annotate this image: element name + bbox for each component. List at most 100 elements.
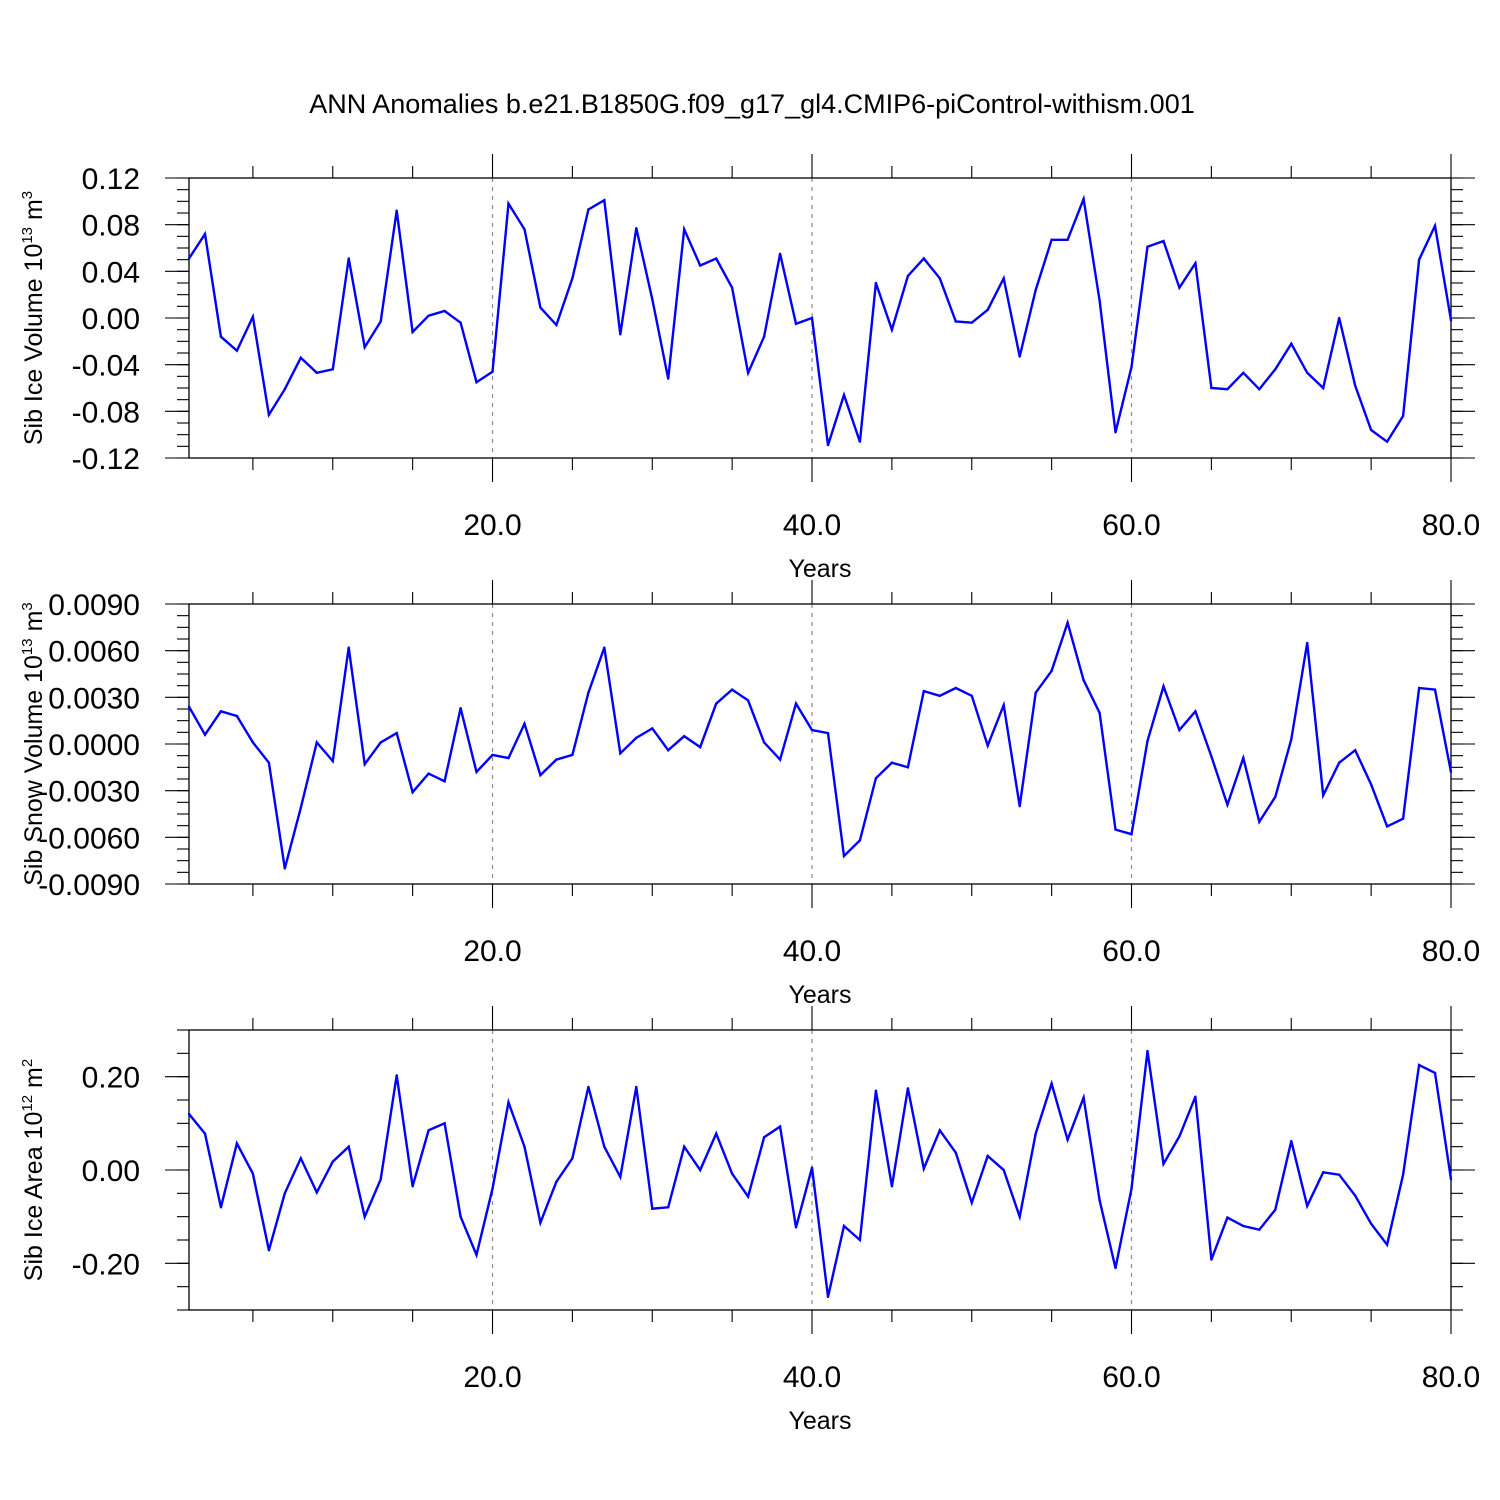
y-tick-label: -0.08 <box>72 396 140 429</box>
data-point <box>1417 258 1421 261</box>
data-point <box>1002 1168 1005 1172</box>
data-point <box>1449 1178 1453 1181</box>
data-point <box>778 758 782 761</box>
data-point <box>1322 386 1325 390</box>
data-point <box>555 758 558 761</box>
data-point <box>667 749 670 752</box>
data-point <box>954 1151 957 1154</box>
data-point <box>187 257 191 260</box>
data-point <box>635 736 638 739</box>
y-axis-label-wrap: Sib Ice Volume 1013 m3 <box>19 191 48 445</box>
data-point <box>1417 1063 1421 1067</box>
data-point <box>1146 739 1149 743</box>
data-point <box>698 1168 702 1172</box>
data-point <box>1369 428 1373 432</box>
data-point <box>1306 1204 1309 1208</box>
data-point <box>842 854 846 858</box>
data-point <box>826 1295 830 1299</box>
data-point <box>730 688 734 691</box>
y-tick-label: -0.0030 <box>38 776 140 809</box>
x-tick-label: 80.0 <box>1422 509 1480 542</box>
data-point <box>1018 805 1021 808</box>
data-point <box>986 1154 989 1158</box>
data-point <box>906 274 910 278</box>
data-point <box>954 686 957 690</box>
data-point <box>523 1145 526 1148</box>
data-series-line <box>187 618 1453 869</box>
data-point <box>587 1085 590 1089</box>
x-tick-label: 40.0 <box>783 935 841 968</box>
panel-3: -0.20 0.00 0.20 20.0 40.0 60.0 80.0 Years Sib Ic… <box>19 1006 1480 1435</box>
data-point <box>411 330 414 334</box>
data-point <box>730 1172 734 1175</box>
data-point <box>475 770 478 774</box>
data-point <box>698 745 702 749</box>
data-point <box>970 1201 973 1204</box>
data-point <box>1322 794 1325 797</box>
data-point <box>842 1224 846 1228</box>
data-point <box>1385 825 1389 828</box>
data-point <box>347 1145 350 1148</box>
data-point <box>315 371 318 375</box>
data-series-line <box>188 1050 1453 1298</box>
data-point <box>906 1087 910 1090</box>
data-point <box>235 714 239 718</box>
data-point <box>1369 1222 1373 1225</box>
data-point <box>555 323 558 327</box>
data-point <box>619 1175 622 1179</box>
data-point <box>1242 1224 1245 1228</box>
data-point <box>203 232 207 236</box>
data-point <box>1353 749 1357 752</box>
data-point <box>1417 686 1421 690</box>
data-point <box>858 839 862 842</box>
chart-title: ANN Anomalies b.e21.B1850G.f09_g17_gl4.C… <box>309 89 1194 119</box>
y-axis-label-wrap: Sib Snow Volume 1013 m3 <box>19 602 48 886</box>
x-tick-label: 40.0 <box>783 1361 841 1394</box>
data-point <box>810 728 814 732</box>
data-point <box>858 440 862 443</box>
x-tick-label: 20.0 <box>463 1361 521 1394</box>
data-point <box>1082 679 1085 682</box>
y-axis-label: Sib Ice Volume 1013 m3 <box>19 191 48 445</box>
x-tick-label: 80.0 <box>1422 935 1480 968</box>
data-point <box>1146 245 1149 249</box>
data-point <box>315 741 318 744</box>
data-point <box>187 1112 191 1116</box>
data-point <box>1114 1266 1117 1270</box>
data-point <box>251 741 255 744</box>
data-series-line <box>187 194 1453 446</box>
data-point <box>1369 783 1373 786</box>
data-point <box>571 277 574 280</box>
data-point <box>1050 1082 1053 1085</box>
data-point <box>427 314 430 317</box>
data-point <box>523 722 526 725</box>
data-point <box>1098 299 1101 302</box>
data-point <box>667 377 670 380</box>
data-point <box>1337 316 1341 320</box>
data-point <box>1433 224 1437 228</box>
data-point <box>539 773 542 777</box>
data-point <box>714 702 718 705</box>
panel-2: -0.0090 -0.0060 -0.0030 0.0000 0.0030 0.0060 0… <box>19 580 1480 1009</box>
data-point <box>1242 756 1245 760</box>
data-point <box>1066 238 1069 242</box>
data-point <box>1210 1258 1213 1261</box>
data-point <box>826 731 830 735</box>
x-axis-label: Years <box>788 1407 851 1435</box>
data-point <box>1002 277 1005 280</box>
data-point <box>954 320 957 323</box>
data-point <box>683 228 686 231</box>
data-point <box>1210 386 1213 390</box>
data-point <box>986 744 989 747</box>
data-point <box>986 308 989 312</box>
data-point <box>1290 1139 1293 1143</box>
data-point <box>251 1172 255 1175</box>
data-point <box>1018 1215 1021 1218</box>
data-point <box>1178 1135 1181 1138</box>
data-point <box>1194 261 1197 265</box>
data-point <box>1290 342 1293 345</box>
data-point <box>363 345 366 349</box>
data-point <box>1050 238 1053 242</box>
data-point <box>667 1206 670 1209</box>
